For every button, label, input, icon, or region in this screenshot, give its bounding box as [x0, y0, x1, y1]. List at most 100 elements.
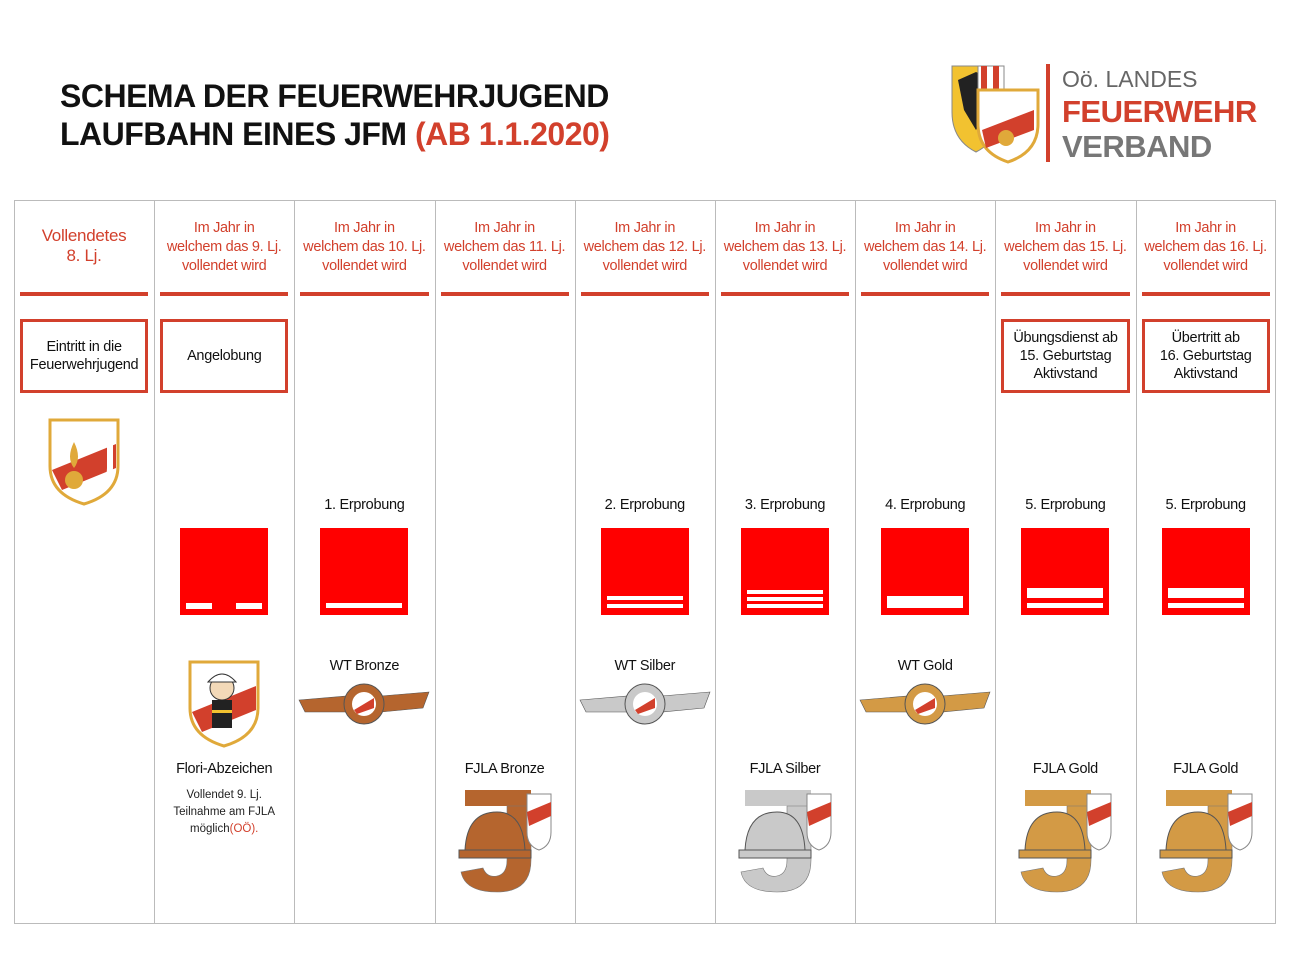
column-divider — [294, 200, 296, 924]
erprobung-label: 4. Erprobung — [885, 497, 966, 513]
column-heading: Im Jahr in welchem das 16. Lj. vollendet w… — [1136, 219, 1276, 276]
column-heading: Im Jahr in welchem das 14. Lj. vollendet w… — [855, 219, 995, 276]
heading-line: welchem das 9. Lj. — [166, 239, 282, 255]
heading-rule — [300, 292, 429, 296]
heading-line: vollendet wird — [181, 258, 267, 274]
fjla-badge — [1159, 790, 1253, 893]
box-line: Eintritt in die — [46, 339, 122, 355]
heading-line: welchem das 12. Lj. — [583, 239, 707, 255]
heading-line: vollendet wird — [462, 258, 547, 274]
erprobung-label: 3. Erprobung — [744, 497, 826, 513]
title-text: LAUFBAHN EINES JFM — [60, 116, 407, 152]
fjla-badge — [738, 790, 832, 893]
column-heading: Im Jahr in welchem das 13. Lj. vollendet w… — [715, 219, 855, 276]
erprobung-label: 5. Erprobung — [1165, 497, 1246, 513]
column-heading: Im Jahr in welchem das 9. Lj. vollendet wi… — [154, 219, 294, 276]
wt-label: WT Silber — [614, 658, 676, 674]
heading-line: Im Jahr in — [193, 220, 255, 236]
box-line: Übungsdienst ab — [1013, 330, 1118, 346]
heading-line: vollendet wird — [322, 258, 407, 274]
box-line: 15. Geburtstag — [1019, 348, 1112, 364]
column-heading: Im Jahr in welchem das 10. Lj. vollendet w… — [294, 219, 434, 276]
rank-insignia — [320, 528, 409, 615]
box-line: Übertritt ab — [1171, 330, 1240, 346]
box-line: 16. Geburtstag — [1159, 348, 1252, 364]
wt-pin — [859, 683, 991, 725]
rank-insignia — [1161, 528, 1250, 615]
fjla-label: FJLA Gold — [1173, 761, 1239, 777]
column-divider — [154, 200, 156, 924]
logo-shields — [951, 65, 1040, 164]
heading-line: vollendet wird — [882, 258, 968, 274]
column-divider — [715, 200, 716, 924]
column-divider — [434, 200, 436, 924]
title-highlight: (AB 1.1.2020) — [414, 116, 610, 152]
heading-line: Im Jahr in — [474, 220, 535, 236]
column-heading: Im Jahr in welchem das 12. Lj. vollendet w… — [575, 219, 715, 276]
flori-emblem — [188, 660, 260, 748]
heading-rule — [1001, 292, 1130, 296]
logo-divider — [1046, 64, 1050, 162]
heading-line: Im Jahr in — [614, 220, 676, 236]
heading-line: welchem das 13. Lj. — [723, 239, 847, 255]
heading-line: welchem das 11. Lj. — [443, 239, 566, 255]
step-box: Angelobung — [160, 319, 289, 393]
heading-line: vollendet wird — [1023, 258, 1108, 274]
heading-line: vollendet wird — [1163, 258, 1248, 274]
column-divider — [574, 200, 576, 924]
heading-rule — [580, 292, 709, 296]
heading-line: Im Jahr in — [334, 220, 395, 236]
heading-line: vollendet wird — [742, 258, 828, 274]
step-box: Übertritt ab 16. Geburtstag Aktivstand — [1141, 319, 1270, 393]
erprobung-label: 5. Erprobung — [1025, 497, 1106, 513]
box-line: Aktivstand — [1033, 366, 1098, 382]
heading-rule — [1141, 292, 1270, 296]
rank-insignia — [741, 528, 829, 615]
rank-insignia — [1021, 528, 1110, 615]
logo-text: FEUERWEHR — [1062, 94, 1257, 129]
badge-note: Vollendet 9. Lj. Teilnahme am FJLA möglich… — [154, 787, 294, 838]
column-divider — [995, 200, 997, 924]
note-line: möglich(OÖ). — [189, 823, 259, 835]
title-line: SCHEMA DER FEUERWEHRJUGEND — [60, 78, 609, 114]
heading-rule — [160, 292, 289, 296]
heading-line: vollendet wird — [602, 258, 688, 274]
step-box: Eintritt in die Feuerwehrjugend — [20, 319, 149, 393]
column-heading: Im Jahr in welchem das 11. Lj. vollendet w… — [435, 219, 575, 276]
heading-line: welchem das 10. Lj. — [303, 239, 426, 255]
heading-line: welchem das 15. Lj. — [1004, 239, 1127, 255]
note-highlight: (OÖ). — [229, 823, 259, 835]
fjla-label: FJLA Bronze — [464, 761, 545, 777]
step-box: Übungsdienst ab 15. Geburtstag Aktivstand — [1001, 319, 1130, 393]
heading-line: Vollendetes — [41, 226, 127, 245]
column-divider — [855, 200, 857, 924]
box-line: Aktivstand — [1173, 366, 1238, 382]
fjla-badge — [458, 790, 552, 893]
rank-insignia — [881, 528, 970, 615]
fjla-label: FJLA Silber — [749, 761, 821, 777]
wt-label: WT Gold — [897, 658, 953, 674]
wt-pin — [579, 683, 711, 725]
heading-line: Im Jahr in — [1035, 220, 1096, 236]
box-line: Angelobung — [187, 348, 262, 364]
heading-rule — [440, 292, 569, 296]
column-heading: Im Jahr in welchem das 15. Lj. vollendet w… — [995, 219, 1135, 276]
heading-line: Im Jahr in — [1175, 220, 1236, 236]
badge-label: Flori-Abzeichen — [176, 761, 273, 777]
box-line: Feuerwehrjugend — [29, 357, 139, 373]
erprobung-label: 1. Erprobung — [324, 497, 405, 513]
heading-line: Im Jahr in — [754, 220, 816, 236]
heading-line: welchem das 14. Lj. — [863, 239, 987, 255]
fjla-label: FJLA Gold — [1032, 761, 1098, 777]
schema-grid — [14, 200, 1276, 924]
logo-text: Oö. LANDES — [1062, 66, 1198, 92]
heading-line: Im Jahr in — [894, 220, 956, 236]
note-line: Vollendet 9. Lj. — [186, 789, 262, 801]
heading-rule — [20, 292, 149, 296]
heading-rule — [861, 292, 990, 296]
heading-line: 8. Lj. — [66, 246, 102, 265]
rank-insignia — [600, 528, 689, 615]
wt-pin — [298, 683, 430, 725]
